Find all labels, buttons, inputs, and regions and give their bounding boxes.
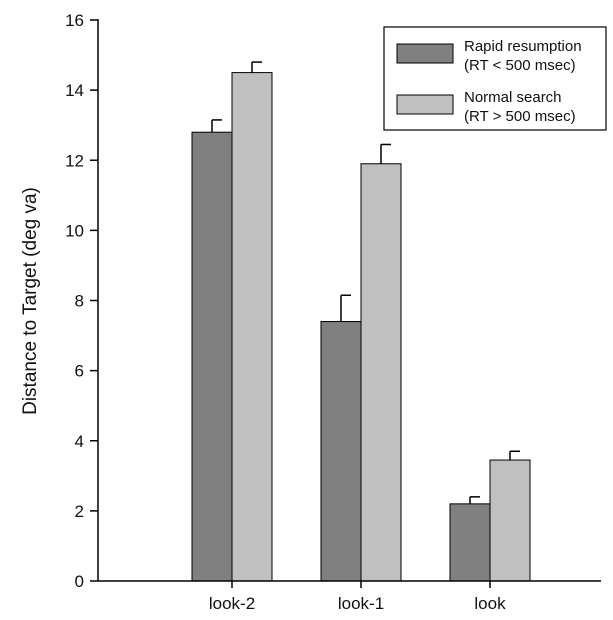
y-tick-label: 14: [65, 81, 84, 100]
y-tick-label: 6: [75, 362, 84, 381]
legend-label: Normal search: [464, 89, 562, 106]
bar-rapid-resumption-look-2: [191, 131, 233, 582]
legend-sublabel: (RT < 500 msec): [464, 57, 576, 74]
x-tick-label-look: look: [474, 594, 506, 613]
y-tick-label: 10: [65, 221, 84, 240]
y-tick-label: 2: [75, 502, 84, 521]
bar-normal-search-look-2: [231, 72, 273, 582]
bar-rapid-resumption-look-1: [320, 321, 362, 582]
plot-area: 0 2 4 6 8 10 12 14 16 look-2 look-1 look: [65, 11, 601, 613]
legend-sublabel: (RT > 500 msec): [464, 108, 576, 125]
y-tick-label: 12: [65, 151, 84, 170]
bar-normal-search-look: [489, 459, 531, 582]
x-tick-label-look-1: look-1: [338, 594, 384, 613]
legend: Rapid resumption (RT < 500 msec) Normal se…: [383, 26, 607, 131]
legend-swatch-normal-search: [396, 94, 454, 115]
y-tick-label: 16: [65, 11, 84, 30]
y-tick-label: 0: [75, 572, 84, 591]
y-tick-label: 4: [75, 432, 84, 451]
bar-normal-search-look-1: [360, 163, 402, 582]
bar-rapid-resumption-look: [449, 503, 491, 582]
y-tick-label: 8: [75, 292, 84, 311]
legend-label: Rapid resumption: [464, 38, 582, 55]
y-axis-title: Distance to Target (deg va): [20, 187, 41, 415]
x-tick-label-look-2: look-2: [209, 594, 255, 613]
legend-swatch-rapid-resumption: [396, 43, 454, 64]
